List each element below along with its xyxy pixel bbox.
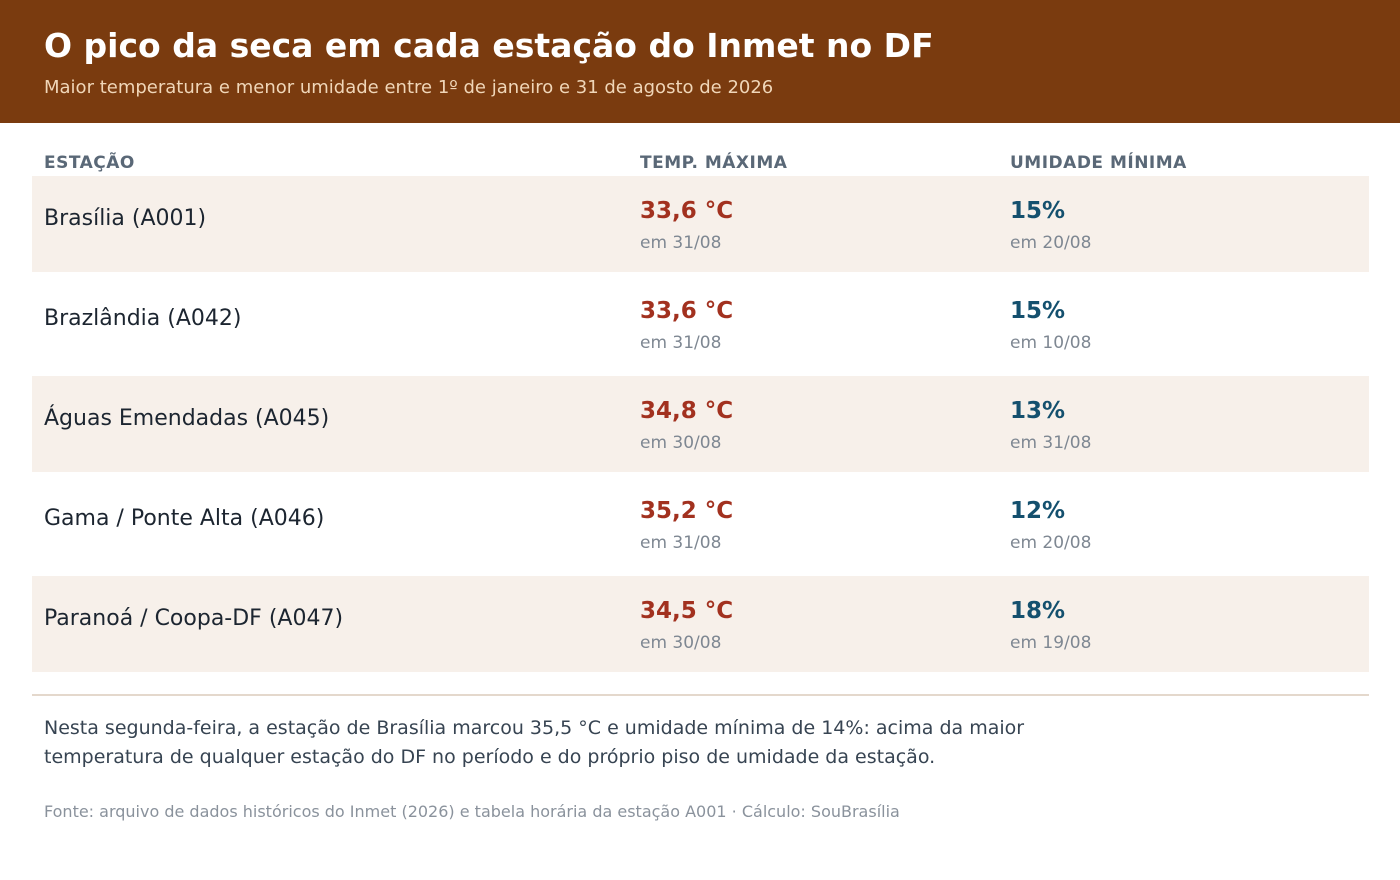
station-name: Brasília (A001) — [44, 206, 207, 231]
min-humidity-date: em 31/08 — [1010, 433, 1092, 453]
max-temp-date: em 30/08 — [640, 633, 722, 653]
page-subtitle: Maior temperatura e menor umidade entre … — [44, 77, 774, 98]
table-row: Brazlândia (A042) 33,6 °C em 31/08 15% e… — [32, 276, 1369, 372]
max-temp-date: em 30/08 — [640, 433, 722, 453]
column-header-humidity: UMIDADE MÍNIMA — [1010, 153, 1187, 173]
min-humidity-date: em 20/08 — [1010, 233, 1092, 253]
max-temp-value: 33,6 °C — [640, 198, 734, 224]
min-humidity-value: 13% — [1010, 398, 1066, 424]
min-humidity-date: em 19/08 — [1010, 633, 1092, 653]
station-table: Brasília (A001) 33,6 °C em 31/08 15% em … — [32, 176, 1369, 676]
column-header-station: ESTAÇÃO — [44, 153, 135, 173]
divider — [32, 694, 1369, 696]
min-humidity-date: em 10/08 — [1010, 333, 1092, 353]
max-temp-date: em 31/08 — [640, 333, 722, 353]
column-header-temp: TEMP. MÁXIMA — [640, 153, 788, 173]
table-row: Gama / Ponte Alta (A046) 35,2 °C em 31/0… — [32, 476, 1369, 572]
table-row: Águas Emendadas (A045) 34,8 °C em 30/08 … — [32, 376, 1369, 472]
max-temp-value: 35,2 °C — [640, 498, 734, 524]
max-temp-date: em 31/08 — [640, 533, 722, 553]
source-credit: Fonte: arquivo de dados históricos do In… — [44, 802, 900, 821]
min-humidity-value: 18% — [1010, 598, 1066, 624]
page-title: O pico da seca em cada estação do Inmet … — [44, 26, 934, 65]
max-temp-date: em 31/08 — [640, 233, 722, 253]
max-temp-value: 34,5 °C — [640, 598, 734, 624]
table-row: Brasília (A001) 33,6 °C em 31/08 15% em … — [32, 176, 1369, 272]
min-humidity-value: 15% — [1010, 198, 1066, 224]
footnote-text: Nesta segunda-feira, a estação de Brasíl… — [44, 717, 1025, 768]
station-name: Águas Emendadas (A045) — [44, 406, 330, 431]
max-temp-value: 33,6 °C — [640, 298, 734, 324]
max-temp-value: 34,8 °C — [640, 398, 734, 424]
min-humidity-value: 12% — [1010, 498, 1066, 524]
header-banner: O pico da seca em cada estação do Inmet … — [0, 0, 1400, 123]
min-humidity-value: 15% — [1010, 298, 1066, 324]
min-humidity-date: em 20/08 — [1010, 533, 1092, 553]
table-row: Paranoá / Coopa-DF (A047) 34,5 °C em 30/… — [32, 576, 1369, 672]
station-name: Gama / Ponte Alta (A046) — [44, 506, 325, 531]
station-name: Paranoá / Coopa-DF (A047) — [44, 606, 344, 631]
station-name: Brazlândia (A042) — [44, 306, 242, 331]
